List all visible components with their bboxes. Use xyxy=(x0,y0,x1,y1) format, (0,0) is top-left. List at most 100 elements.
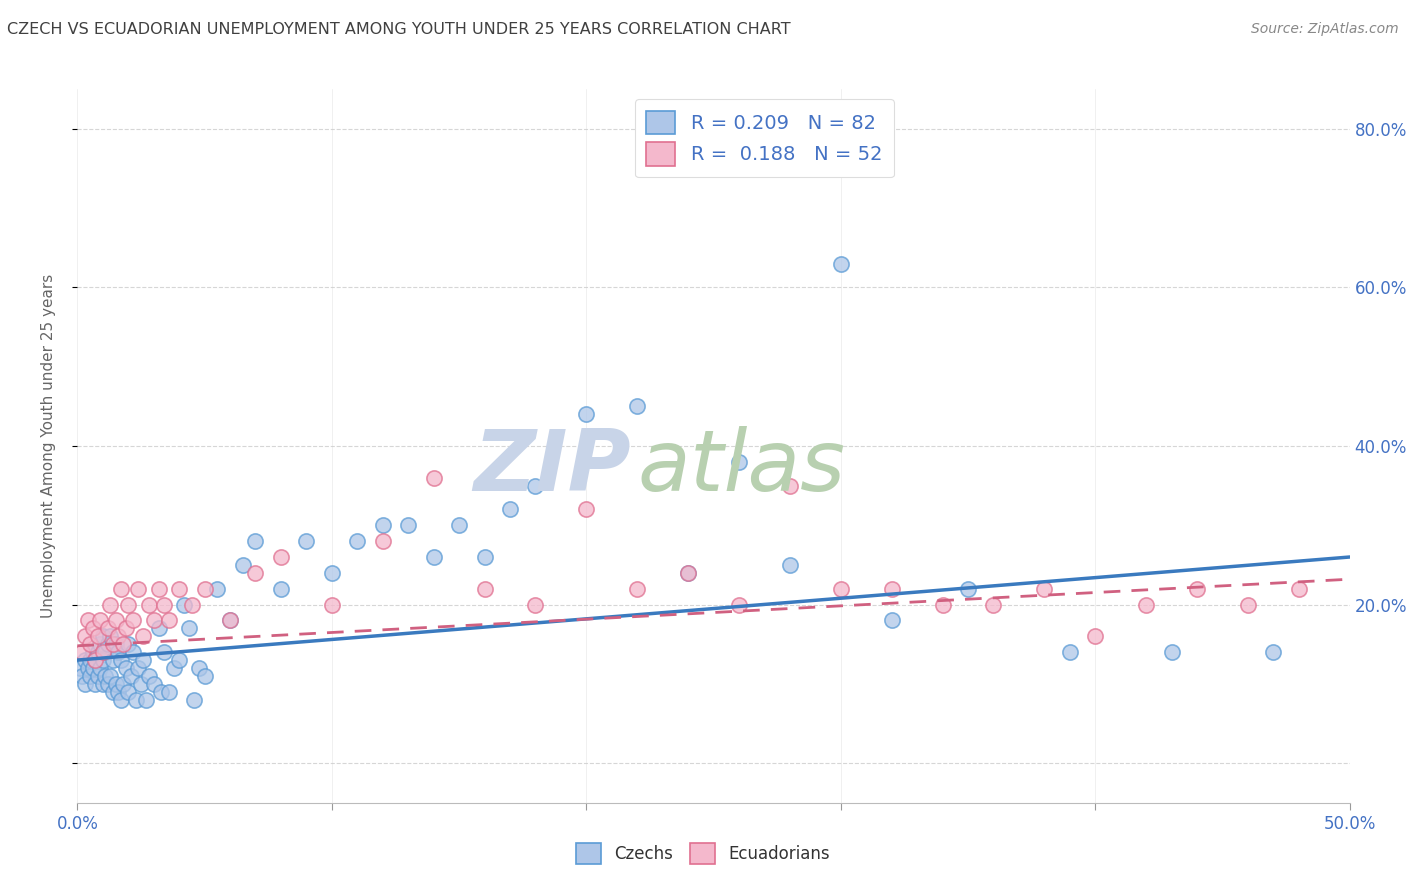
Point xyxy=(112,677,135,691)
Point xyxy=(122,645,145,659)
Point xyxy=(167,653,190,667)
Point xyxy=(84,653,107,667)
Point xyxy=(107,645,129,659)
Point xyxy=(79,653,101,667)
Point xyxy=(295,534,318,549)
Point xyxy=(676,566,699,580)
Point xyxy=(91,645,114,659)
Point xyxy=(84,653,107,667)
Point xyxy=(1237,598,1260,612)
Point xyxy=(122,614,145,628)
Point xyxy=(1263,645,1285,659)
Point xyxy=(321,566,343,580)
Point xyxy=(138,598,160,612)
Point xyxy=(474,549,496,564)
Point xyxy=(371,518,394,533)
Point xyxy=(474,582,496,596)
Point xyxy=(86,669,108,683)
Point xyxy=(89,614,111,628)
Point xyxy=(153,598,176,612)
Point xyxy=(91,629,114,643)
Point xyxy=(132,629,155,643)
Point xyxy=(104,614,127,628)
Point xyxy=(89,637,111,651)
Point xyxy=(1160,645,1182,659)
Point xyxy=(1288,582,1310,596)
Point xyxy=(575,502,598,516)
Point xyxy=(138,669,160,683)
Point xyxy=(101,637,124,651)
Point xyxy=(194,582,217,596)
Point xyxy=(270,582,292,596)
Point xyxy=(779,558,801,572)
Point xyxy=(157,614,180,628)
Point xyxy=(135,692,157,706)
Point xyxy=(72,669,94,683)
Text: CZECH VS ECUADORIAN UNEMPLOYMENT AMONG YOUTH UNDER 25 YEARS CORRELATION CHART: CZECH VS ECUADORIAN UNEMPLOYMENT AMONG Y… xyxy=(7,22,790,37)
Point xyxy=(148,621,170,635)
Point xyxy=(1185,582,1208,596)
Point xyxy=(148,582,170,596)
Point xyxy=(931,598,953,612)
Point xyxy=(830,582,852,596)
Point xyxy=(219,614,242,628)
Point xyxy=(163,661,186,675)
Point xyxy=(76,661,98,675)
Point xyxy=(100,669,122,683)
Point xyxy=(1084,629,1107,643)
Point xyxy=(91,677,114,691)
Point xyxy=(1059,645,1081,659)
Text: ZIP: ZIP xyxy=(474,425,631,509)
Point xyxy=(157,685,180,699)
Point xyxy=(117,685,139,699)
Point xyxy=(626,582,648,596)
Point xyxy=(97,637,120,651)
Point xyxy=(524,598,547,612)
Point xyxy=(97,677,120,691)
Point xyxy=(129,677,152,691)
Point xyxy=(183,692,205,706)
Point xyxy=(880,614,903,628)
Point xyxy=(983,598,1005,612)
Point xyxy=(321,598,343,612)
Point xyxy=(79,637,101,651)
Point xyxy=(114,661,136,675)
Point xyxy=(86,645,108,659)
Point xyxy=(371,534,394,549)
Point xyxy=(676,566,699,580)
Point xyxy=(1033,582,1056,596)
Point xyxy=(101,685,124,699)
Point xyxy=(830,257,852,271)
Point xyxy=(245,534,267,549)
Point xyxy=(127,582,149,596)
Point xyxy=(82,661,104,675)
Point xyxy=(422,471,444,485)
Legend: R = 0.209   N = 82, R =  0.188   N = 52: R = 0.209 N = 82, R = 0.188 N = 52 xyxy=(634,99,894,178)
Point xyxy=(117,637,139,651)
Text: atlas: atlas xyxy=(637,425,845,509)
Point xyxy=(153,645,176,659)
Point xyxy=(120,669,142,683)
Point xyxy=(110,692,132,706)
Legend: Czechs, Ecuadorians: Czechs, Ecuadorians xyxy=(569,837,837,871)
Point xyxy=(219,614,242,628)
Y-axis label: Unemployment Among Youth under 25 years: Unemployment Among Youth under 25 years xyxy=(42,274,56,618)
Point xyxy=(132,653,155,667)
Point xyxy=(127,661,149,675)
Point xyxy=(101,653,124,667)
Point xyxy=(72,645,94,659)
Point xyxy=(422,549,444,564)
Point xyxy=(91,653,114,667)
Point xyxy=(94,645,117,659)
Point xyxy=(188,661,211,675)
Point xyxy=(1135,598,1157,612)
Point xyxy=(779,478,801,492)
Point xyxy=(73,629,96,643)
Point xyxy=(73,677,96,691)
Point xyxy=(194,669,217,683)
Point xyxy=(125,692,148,706)
Point xyxy=(86,629,108,643)
Point xyxy=(626,400,648,414)
Point xyxy=(110,653,132,667)
Point xyxy=(104,637,127,651)
